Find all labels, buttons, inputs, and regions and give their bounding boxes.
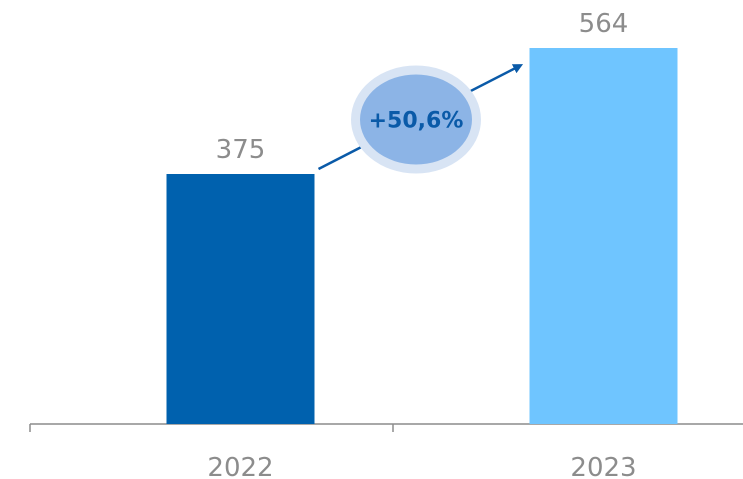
bar-2022 xyxy=(166,174,315,424)
value-label-2022: 375 xyxy=(216,135,266,165)
growth-percentage-label: +50,6% xyxy=(369,109,464,134)
growth-annotation: +50,6% xyxy=(317,64,524,174)
growth-bubble xyxy=(360,74,472,165)
x-tick-label-2023: 2023 xyxy=(570,453,636,479)
bar-2023 xyxy=(529,48,678,424)
x-tick-label-2022: 2022 xyxy=(207,453,273,479)
value-label-2023: 564 xyxy=(579,9,629,39)
